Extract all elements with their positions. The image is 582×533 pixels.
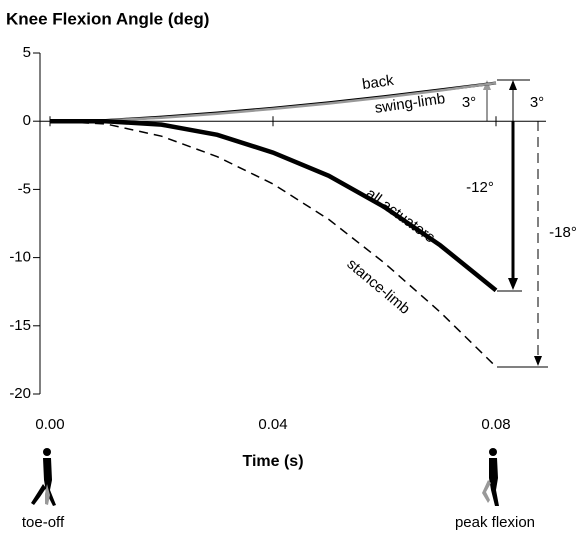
x-tick-label: 0.08 (481, 416, 510, 433)
phase-label: peak flexion (455, 514, 535, 531)
annotation: 3° (462, 94, 476, 111)
series-line (49, 81, 497, 123)
difference-arrows (483, 79, 548, 368)
y-tick-label: -10 (9, 249, 31, 266)
y-tick-label: -5 (18, 180, 31, 197)
x-axis-label: Time (s) (242, 453, 303, 470)
figure-toe-off (31, 448, 56, 506)
series-line (49, 120, 497, 368)
chart-title: Knee Flexion Angle (deg) (6, 9, 209, 28)
annotation: -12° (466, 179, 494, 196)
annotation: -18° (549, 224, 577, 241)
x-tick-label: 0.04 (258, 416, 287, 433)
series-line (50, 118, 498, 293)
series-label: back (361, 72, 395, 93)
y-tick-label: -20 (9, 385, 31, 402)
series-label: stance-limb (343, 255, 413, 317)
y-tick-label: 5 (23, 44, 31, 61)
x-tick-label: 0.00 (35, 416, 64, 433)
y-tick-label: 0 (23, 112, 31, 129)
figure-peak-flexion (482, 448, 499, 506)
phase-label: toe-off (22, 514, 65, 531)
annotation: 3° (530, 94, 544, 111)
y-tick-label: -15 (9, 317, 31, 334)
